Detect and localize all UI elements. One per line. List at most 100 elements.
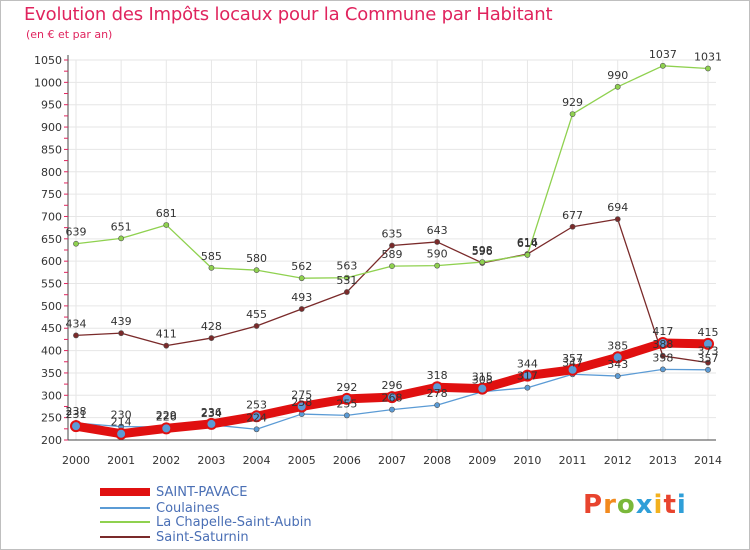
point-saint-saturnin-2006 [343,289,350,295]
data-label-saint-saturnin-2004: 455 [246,308,267,321]
logo-letter: t [663,490,677,520]
grid [68,59,716,441]
data-label-la-chapelle-saint-aubin-2008: 590 [427,248,448,261]
x-tick-label-2014: 2014 [694,454,722,467]
data-label-saint-saturnin-2008: 643 [427,224,448,237]
x-tick-label-2002: 2002 [152,454,180,467]
logo-letter: P [583,490,604,520]
point-la-chapelle-saint-aubin-2011 [569,111,576,117]
legend-label-coulaines: Coulaines [156,500,220,516]
data-label-coulaines-2001: 230 [111,409,132,422]
data-label-la-chapelle-saint-aubin-2010: 614 [517,237,538,250]
y-tick-label-800: 800 [41,166,62,179]
data-label-coulaines-2004: 224 [246,411,267,424]
axes: 200 250 300 350 400 450 500 550 600 650 700 750 800 8… [34,54,722,467]
y-tick-label-400: 400 [41,345,62,358]
point-saint-saturnin-2005 [298,306,305,312]
x-tick-label-2003: 2003 [197,454,225,467]
series-group [70,62,714,440]
y-tick-label-950: 950 [41,99,62,112]
data-label-la-chapelle-saint-aubin-2014: 1031 [694,50,722,63]
x-tick-label-2004: 2004 [243,454,271,467]
data-label-la-chapelle-saint-aubin-2009: 598 [472,244,493,257]
legend-item-coulaines: Coulaines [100,500,220,516]
legend-item-saint-pavace: SAINT-PAVACE [100,484,248,500]
point-saint-pavace-2008 [431,381,444,394]
data-label-coulaines-2002: 229 [156,409,177,422]
point-la-chapelle-saint-aubin-2002 [163,222,170,228]
data-label-la-chapelle-saint-aubin-2000: 639 [66,226,87,239]
data-label-saint-saturnin-2011: 677 [562,209,583,222]
y-tick-label-450: 450 [41,322,62,335]
data-label-saint-pavace-2006: 292 [336,381,357,394]
point-saint-saturnin-2001 [118,330,125,337]
y-tick-label-1050: 1050 [34,54,62,67]
data-label-saint-saturnin-2002: 411 [156,328,177,341]
data-label-saint-pavace-2013: 417 [652,325,673,338]
data-label-saint-saturnin-2000: 434 [66,317,87,330]
data-label-coulaines-2006: 255 [336,397,357,410]
x-tick-label-2001: 2001 [107,454,135,467]
data-label-saint-pavace-2009: 315 [472,371,493,384]
point-saint-pavace-2013 [656,336,669,349]
legend-label-saint-pavace: SAINT-PAVACE [156,484,248,500]
data-label-saint-pavace-2014: 415 [698,326,719,339]
legend-swatch-coulaines [100,507,150,509]
point-saint-saturnin-2007 [389,242,395,249]
y-tick-label-350: 350 [41,367,62,380]
data-label-la-chapelle-saint-aubin-2006: 563 [336,260,357,273]
point-saint-saturnin-2004 [253,323,260,329]
point-saint-saturnin-2003 [208,335,215,341]
logo-letter: i [676,490,687,520]
point-coulaines-2004 [253,426,260,433]
legend-label-saint-saturnin: Saint-Saturnin [156,529,249,545]
legend-item-la-chapelle-saint-aubin: La Chapelle-Saint-Aubin [100,515,312,530]
point-la-chapelle-saint-aubin-2007 [389,263,395,269]
logo-letter: x [635,490,654,520]
y-tick-label-1000: 1000 [34,76,62,89]
y-tick-label-550: 550 [41,278,62,291]
data-label-saint-saturnin-2010: 616 [517,236,538,249]
data-label-saint-pavace-2012: 385 [607,339,628,352]
point-la-chapelle-saint-aubin-2005 [298,275,305,282]
data-label-la-chapelle-saint-aubin-2001: 651 [111,220,132,233]
point-saint-saturnin-2014 [705,359,711,366]
y-tick-label-750: 750 [41,188,62,201]
data-label-saint-saturnin-2012: 694 [607,201,628,214]
point-saint-pavace-2010 [521,369,534,382]
x-tick-label-2000: 2000 [62,454,90,467]
data-label-saint-pavace-2002: 226 [156,410,177,423]
data-label-saint-pavace-2004: 253 [246,398,267,411]
data-label-coulaines-2011: 347 [562,356,583,369]
logo-letter: r [603,490,617,520]
point-saint-pavace-2007 [386,391,398,404]
legend-item-saint-saturnin: Saint-Saturnin [100,529,249,545]
x-tick-label-2005: 2005 [288,454,316,467]
y-tick-label-500: 500 [41,300,62,313]
data-label-la-chapelle-saint-aubin-2012: 990 [607,69,628,82]
data-label-saint-saturnin-2005: 493 [291,291,312,304]
x-tick-label-2009: 2009 [468,454,496,467]
proxiti-logo: Proxiti [583,490,687,520]
data-label-la-chapelle-saint-aubin-2004: 580 [246,252,267,265]
point-saint-pavace-2005 [295,400,308,413]
data-label-saint-saturnin-2001: 439 [111,315,132,328]
data-label-saint-saturnin-2009: 596 [472,245,493,258]
point-saint-pavace-2003 [205,417,218,430]
data-label-coulaines-2014: 357 [698,352,719,365]
data-label-coulaines-2007: 268 [382,392,403,405]
x-tick-label-2006: 2006 [333,454,361,467]
data-label-coulaines-2008: 278 [427,387,448,400]
data-label-saint-saturnin-2006: 531 [336,274,357,287]
data-label-saint-saturnin-2014: 373 [698,345,719,358]
x-tick-label-2011: 2011 [559,454,587,467]
chart-title: Evolution des Impôts locaux pour la Comm… [24,4,553,25]
point-la-chapelle-saint-aubin-2006 [343,274,350,281]
chart-subtitle: (en € et par an) [26,28,113,41]
data-label-coulaines-2009: 308 [472,374,493,387]
data-label-saint-pavace-2007: 296 [382,379,403,392]
point-coulaines-2006 [343,412,350,419]
point-la-chapelle-saint-aubin-2014 [705,65,711,72]
